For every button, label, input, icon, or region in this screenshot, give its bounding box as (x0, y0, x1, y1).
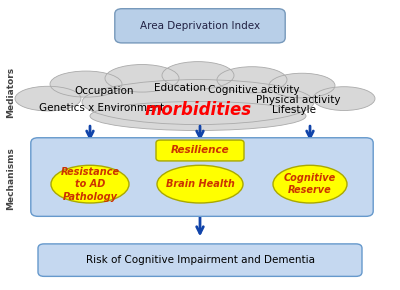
Ellipse shape (273, 165, 347, 203)
Text: Area Deprivation Index: Area Deprivation Index (140, 21, 260, 30)
FancyBboxPatch shape (115, 9, 285, 43)
Ellipse shape (50, 71, 122, 97)
Text: Physical activity: Physical activity (256, 95, 340, 105)
Ellipse shape (217, 67, 287, 93)
Text: Genetics x Environment: Genetics x Environment (40, 103, 164, 113)
Text: Cognitive activity: Cognitive activity (208, 85, 300, 95)
Text: Education: Education (154, 84, 206, 93)
Ellipse shape (162, 62, 234, 89)
Text: Cognitive
Reserve: Cognitive Reserve (284, 173, 336, 195)
Text: Brain Health: Brain Health (166, 179, 234, 189)
Text: Occupation: Occupation (74, 86, 134, 96)
Text: Lifestyle: Lifestyle (272, 105, 316, 115)
Ellipse shape (90, 102, 306, 130)
FancyBboxPatch shape (156, 140, 244, 161)
Text: Resistance
to AD
Pathology: Resistance to AD Pathology (60, 167, 120, 202)
Text: Mediators: Mediators (6, 67, 15, 118)
Text: Resilience: Resilience (171, 145, 229, 155)
Text: Mechanisms: Mechanisms (6, 147, 15, 210)
Ellipse shape (15, 86, 81, 111)
Ellipse shape (269, 73, 335, 98)
FancyBboxPatch shape (31, 138, 373, 216)
Ellipse shape (157, 165, 243, 203)
FancyBboxPatch shape (38, 244, 362, 276)
Ellipse shape (82, 79, 314, 124)
Ellipse shape (313, 87, 375, 110)
Ellipse shape (51, 165, 129, 203)
Text: morbidities: morbidities (144, 101, 252, 119)
Text: Risk of Cognitive Impairment and Dementia: Risk of Cognitive Impairment and Dementi… (86, 255, 314, 265)
Ellipse shape (105, 64, 179, 92)
